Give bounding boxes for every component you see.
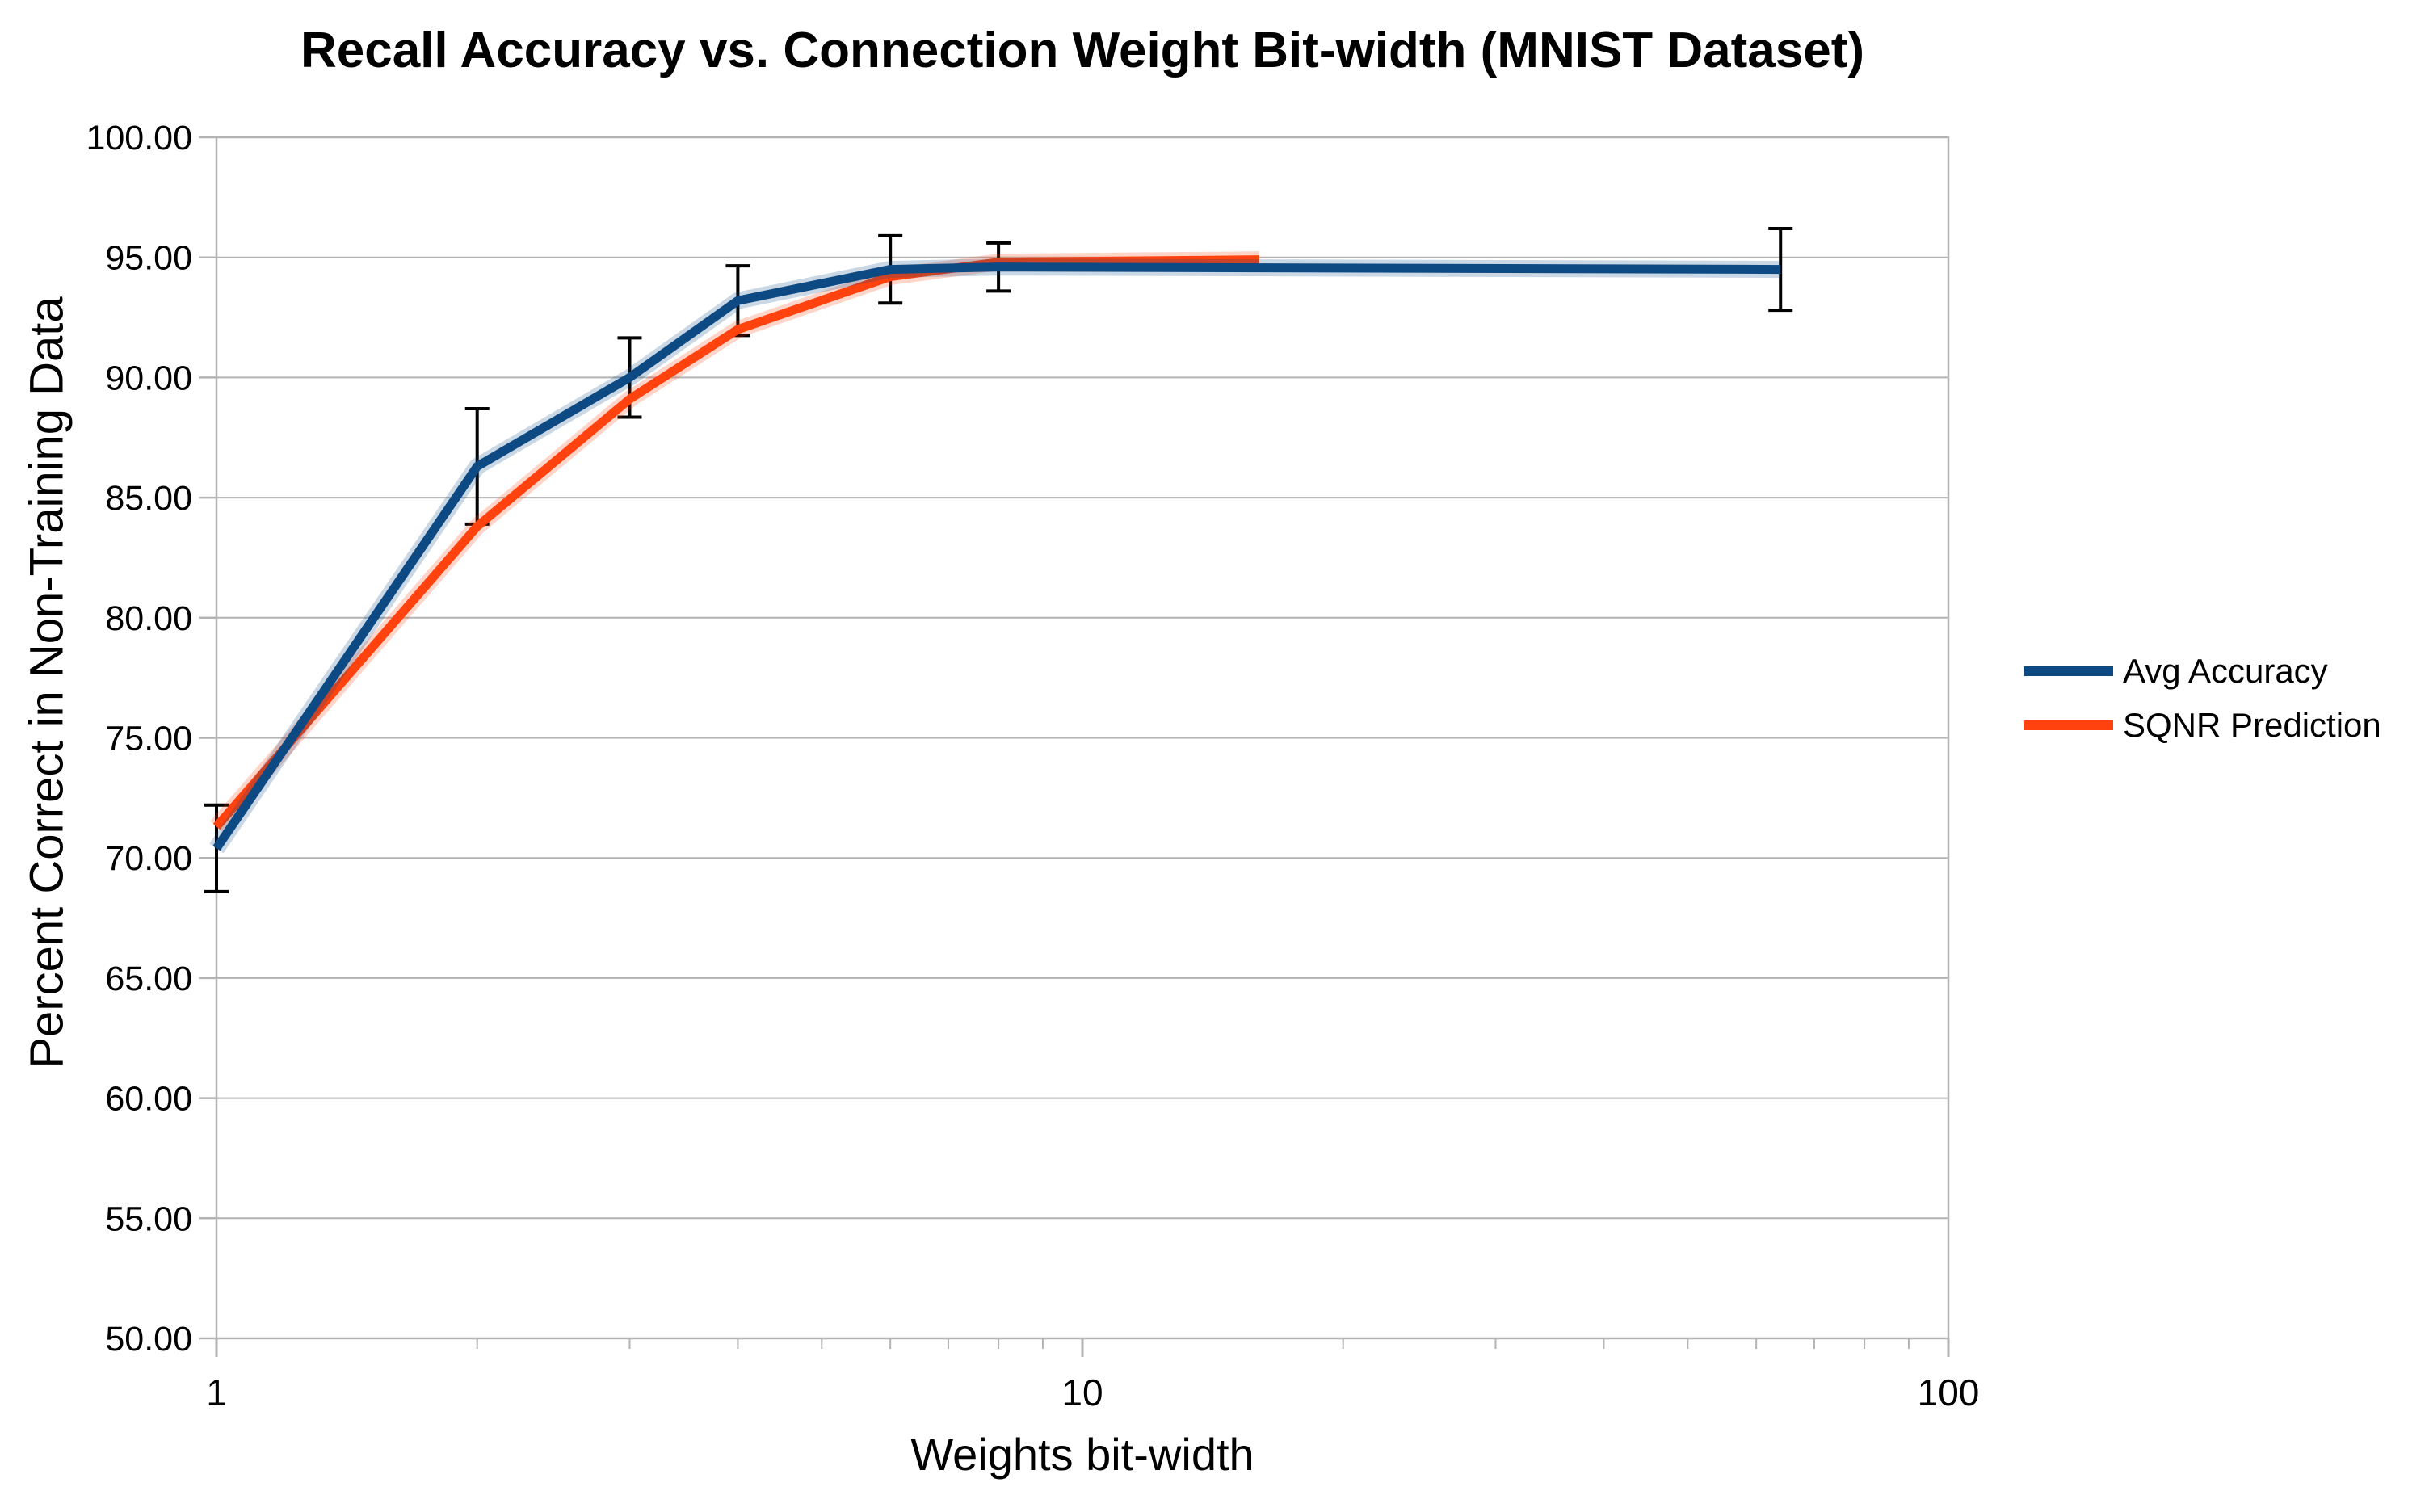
y-tick-label: 90.00 <box>105 359 192 397</box>
series-line-sqnr-prediction <box>212 255 1259 830</box>
legend-item: SQNR Prediction <box>2024 698 2381 752</box>
legend-swatch-sqnr-prediction <box>2024 720 2113 730</box>
legend-item: Avg Accuracy <box>2024 644 2381 698</box>
y-tick-label: 55.00 <box>105 1199 192 1238</box>
legend: Avg Accuracy SQNR Prediction <box>2024 644 2381 752</box>
x-axis-title: Weights bit-width <box>910 1429 1254 1480</box>
y-tick-label: 50.00 <box>105 1320 192 1359</box>
x-tick-label: 100 <box>1918 1371 1980 1413</box>
y-tick-label: 70.00 <box>105 839 192 878</box>
y-tick-label: 65.00 <box>105 960 192 998</box>
chart-title: Recall Accuracy vs. Connection Weight Bi… <box>300 23 1865 78</box>
legend-swatch-avg-accuracy <box>2024 666 2113 676</box>
x-tick-label: 10 <box>1061 1371 1103 1413</box>
y-tick-label: 75.00 <box>105 720 192 758</box>
series-line-avg-accuracy <box>212 262 1781 851</box>
y-tick-label: 100.00 <box>86 119 192 158</box>
y-tick-label: 80.00 <box>105 599 192 638</box>
plot-border <box>215 136 1950 1340</box>
legend-label: SQNR Prediction <box>2123 705 2381 744</box>
x-tick-label: 1 <box>206 1371 227 1413</box>
y-tick-label: 60.00 <box>105 1080 192 1119</box>
legend-label: Avg Accuracy <box>2123 651 2328 690</box>
series-halo-sqnr-prediction <box>210 251 1259 833</box>
y-tick-label: 95.00 <box>105 239 192 278</box>
y-tick-label: 85.00 <box>105 479 192 518</box>
